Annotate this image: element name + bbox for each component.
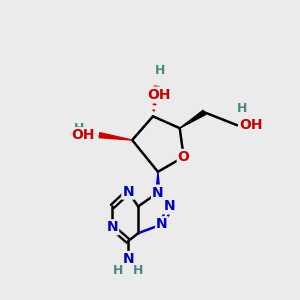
- Text: OH: OH: [239, 118, 263, 132]
- Text: O: O: [178, 150, 190, 164]
- Text: N: N: [152, 186, 164, 200]
- Text: N: N: [106, 220, 118, 234]
- Text: OH: OH: [147, 88, 171, 101]
- Text: H: H: [155, 64, 165, 77]
- Text: H: H: [113, 264, 124, 278]
- Polygon shape: [99, 133, 132, 140]
- Text: H: H: [133, 264, 143, 278]
- Polygon shape: [180, 110, 206, 128]
- Text: OH: OH: [71, 128, 94, 142]
- Text: H: H: [74, 122, 84, 135]
- Text: H: H: [237, 102, 247, 115]
- Text: N: N: [122, 184, 134, 199]
- Text: N: N: [122, 252, 134, 266]
- Polygon shape: [156, 172, 160, 193]
- Text: N: N: [164, 200, 176, 214]
- Text: N: N: [156, 217, 168, 231]
